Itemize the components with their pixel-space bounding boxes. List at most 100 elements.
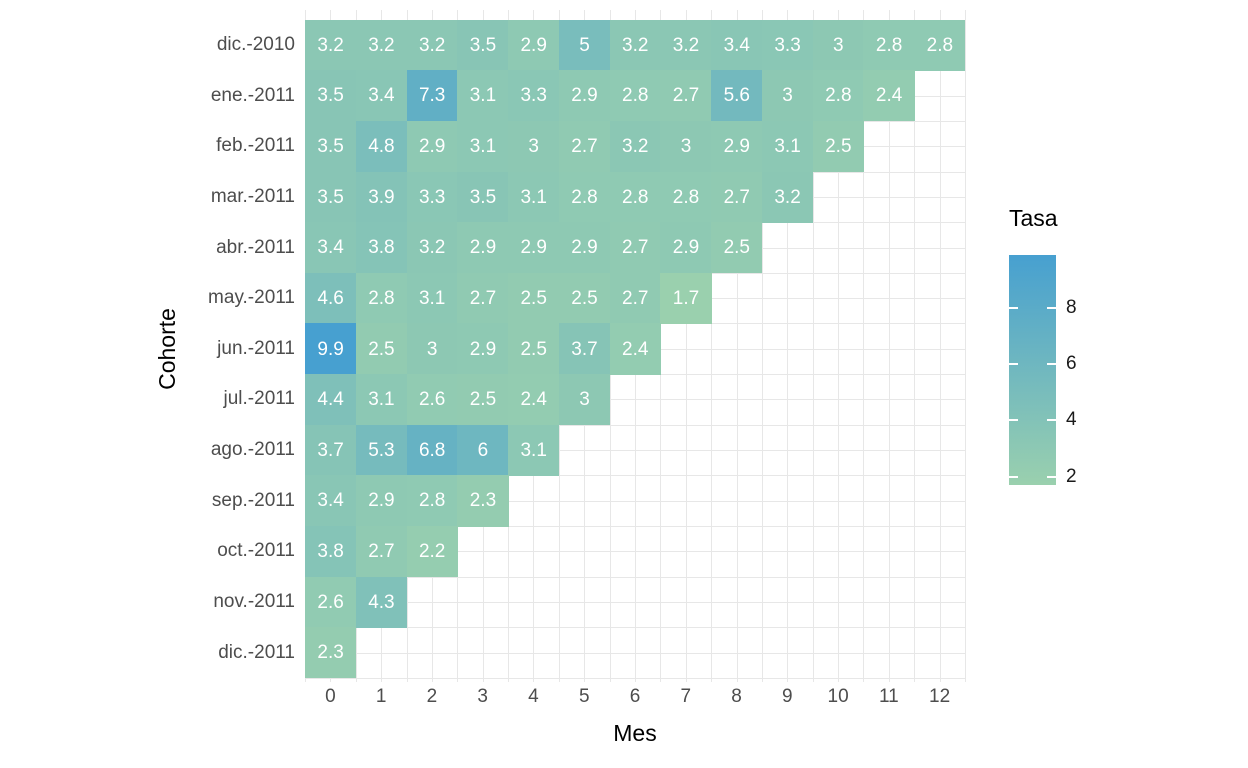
legend-tick-label: 6: [1066, 353, 1077, 375]
x-tick-label: 12: [929, 686, 951, 707]
legend-title: Tasa: [1009, 205, 1058, 231]
heatmap-cell: 3.4: [711, 19, 763, 71]
heatmap-cell: 3.1: [761, 120, 814, 173]
x-tick-label: 1: [375, 686, 387, 707]
heatmap-cell: 2.3: [305, 627, 357, 679]
gridline-vertical: [888, 10, 890, 682]
heatmap-cell: 3.3: [761, 19, 814, 71]
heatmap-cell: 2.7: [660, 70, 712, 122]
gridline-vertical: [660, 10, 662, 682]
legend: Tasa 8 6 4 2: [1009, 205, 1169, 505]
gridline-vertical: [838, 10, 840, 682]
gridline-horizontal: [305, 602, 965, 604]
gridline-vertical: [965, 10, 966, 682]
heatmap-cell: 2.9: [457, 323, 509, 375]
heatmap-cell: 3.4: [355, 70, 408, 122]
heatmap-cell: 2.9: [406, 120, 458, 173]
gridline-horizontal: [305, 399, 965, 401]
heatmap-cell: 2.4: [863, 70, 915, 122]
heatmap-cell: 2.5: [508, 323, 560, 375]
heatmap-cell: 3.4: [305, 222, 357, 274]
gridline-vertical: [812, 10, 814, 682]
heatmap-cell: 2.9: [558, 70, 611, 122]
heatmap-cell: 3: [812, 19, 864, 71]
gridline-horizontal: [305, 627, 965, 629]
heatmap-cell: 2.6: [305, 576, 357, 628]
heatmap-cell: 2.7: [711, 171, 763, 223]
legend-tick-mark: [1009, 475, 1018, 478]
x-axis-title: Mes: [613, 720, 657, 746]
y-tick-label: feb.-2011: [216, 135, 295, 157]
heatmap-cell: 2.3: [457, 475, 509, 527]
x-tick-label: 3: [477, 686, 488, 707]
legend-tick-mark: [1047, 307, 1056, 310]
heatmap-cell: 2.2: [406, 526, 458, 578]
heatmap-cell: 3.8: [355, 222, 408, 274]
heatmap-cell: 3.2: [609, 120, 661, 173]
heatmap-cell: 2.5: [812, 120, 864, 173]
heatmap-cell: 2.4: [609, 323, 661, 375]
heatmap-cell: 4.4: [305, 374, 357, 426]
heatmap-cell: 3.7: [305, 424, 357, 476]
heatmap-cell: 3.2: [355, 19, 408, 71]
x-tick-label: 6: [629, 686, 641, 707]
heatmap-cell: 3.2: [305, 19, 357, 71]
heatmap-cell: 2.5: [355, 323, 408, 375]
legend-tick-mark: [1009, 419, 1018, 422]
heatmap-cell: 2.8: [660, 171, 712, 223]
gridline-vertical: [761, 10, 763, 682]
y-tick-label: jul.-2011: [223, 388, 295, 410]
heatmap-cell: 2.4: [508, 374, 560, 426]
y-tick-label: oct.-2011: [217, 540, 295, 562]
heatmap-cell: 6.8: [406, 424, 458, 476]
heatmap-cell: 3: [508, 120, 560, 173]
x-tick-label: 8: [731, 686, 742, 707]
heatmap-cell: 2.7: [558, 120, 611, 173]
heatmap-cell: 2.9: [508, 222, 560, 274]
gridline-vertical: [939, 10, 941, 682]
gridline-horizontal: [305, 678, 965, 679]
heatmap-cell: 1.7: [660, 272, 712, 324]
y-tick-label: dic.-2011: [218, 641, 295, 663]
y-tick-label: nov.-2011: [213, 591, 295, 613]
heatmap-cell: 2.8: [609, 171, 661, 223]
heatmap-cell: 3.1: [355, 374, 408, 426]
gridline-horizontal: [305, 450, 965, 452]
gridline-horizontal: [305, 374, 965, 376]
heatmap-cell: 3.5: [457, 171, 509, 223]
heatmap-cell: 2.5: [508, 272, 560, 324]
heatmap-cell: 3.5: [457, 19, 509, 71]
gridline-vertical: [711, 10, 713, 682]
heatmap-cell: 3.1: [457, 70, 509, 122]
heatmap-cell: 3: [660, 120, 712, 173]
heatmap-cell: 3.2: [660, 19, 712, 71]
legend-tick-mark: [1047, 475, 1056, 478]
heatmap-cell: 2.6: [406, 374, 458, 426]
heatmap-cell: 3.5: [305, 70, 357, 122]
heatmap-cell: 3.2: [406, 222, 458, 274]
y-tick-label: sep.-2011: [211, 489, 295, 511]
heatmap-cell: 2.5: [711, 222, 763, 274]
x-tick-label: 2: [426, 686, 438, 707]
x-tick-label: 10: [827, 686, 849, 707]
gridline-vertical: [914, 10, 916, 682]
heatmap-cell: 2.9: [558, 222, 611, 274]
heatmap-cell: 3.8: [305, 526, 357, 578]
heatmap-cell: 3.4: [305, 475, 357, 527]
heatmap-cell: 2.7: [355, 526, 408, 578]
heatmap-cell: 3.5: [305, 120, 357, 173]
gridline-vertical: [863, 10, 865, 682]
heatmap-cell: 3.3: [406, 171, 458, 223]
y-tick-label: ene.-2011: [210, 84, 295, 106]
heatmap-cell: 5.3: [355, 424, 408, 476]
y-tick-label: dic.-2010: [216, 33, 295, 55]
heatmap-cell: 2.5: [558, 272, 611, 324]
legend-tick-mark: [1009, 363, 1018, 366]
heatmap-cell: 2.5: [457, 374, 509, 426]
heatmap-cell: 2.9: [660, 222, 712, 274]
heatmap-cell: 2.9: [711, 120, 763, 173]
heatmap-cell: 2.8: [558, 171, 611, 223]
legend-tick-mark: [1047, 363, 1056, 366]
gridline-horizontal: [305, 475, 965, 477]
